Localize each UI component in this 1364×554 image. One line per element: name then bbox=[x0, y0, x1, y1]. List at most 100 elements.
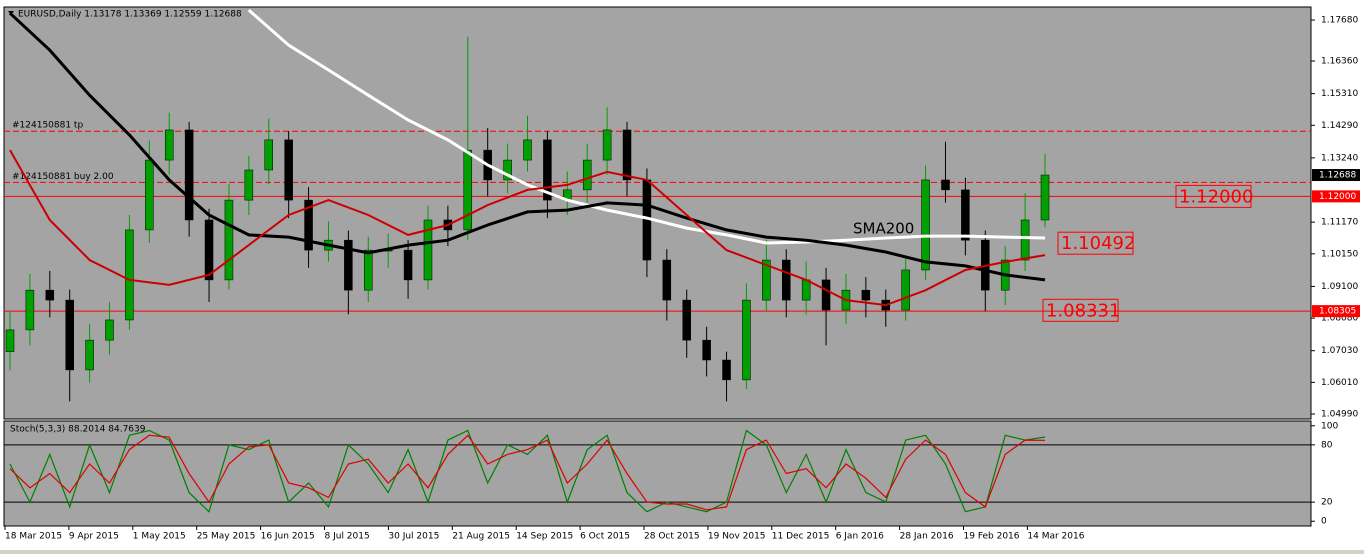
x-tick-label: 6 Jan 2016 bbox=[836, 532, 884, 542]
y-tick-label: 1.04990 bbox=[1321, 410, 1358, 420]
candle-body bbox=[602, 129, 612, 161]
candle-body bbox=[523, 139, 532, 161]
candle-body bbox=[423, 219, 433, 281]
price-label-box bbox=[1312, 190, 1360, 203]
candle-body bbox=[5, 329, 15, 352]
candle-body bbox=[503, 159, 512, 181]
candle-body bbox=[543, 139, 552, 201]
moving-average bbox=[9, 149, 1046, 307]
candle-body bbox=[164, 129, 174, 161]
price-panel bbox=[3, 6, 1312, 420]
y-tick-label: 0 bbox=[1321, 517, 1327, 527]
y-tick-label: 1.15310 bbox=[1321, 89, 1358, 99]
candle-body bbox=[901, 269, 910, 311]
price-label: 1.12000 bbox=[1319, 192, 1356, 202]
chart-title: EURUSD,Daily 1.13178 1.13369 1.12559 1.1… bbox=[18, 10, 242, 20]
y-tick-label: 1.07030 bbox=[1321, 346, 1358, 356]
candle-body bbox=[463, 149, 473, 231]
x-tick-label: 18 Mar 2015 bbox=[5, 532, 62, 542]
x-tick-label: 8 Jul 2015 bbox=[325, 532, 370, 542]
candle-body bbox=[941, 179, 950, 191]
price-label: 1.12688 bbox=[1319, 171, 1356, 181]
candle-body bbox=[821, 279, 831, 311]
x-tick-label: 14 Mar 2016 bbox=[1027, 532, 1084, 542]
candle-body bbox=[344, 239, 353, 291]
candle-body bbox=[85, 339, 94, 371]
candle-body bbox=[702, 339, 711, 361]
candle-body bbox=[762, 259, 771, 301]
candle-body bbox=[105, 319, 114, 341]
candle-body bbox=[284, 139, 293, 201]
x-tick-label: 25 May 2015 bbox=[197, 532, 256, 542]
x-tick-label: 19 Nov 2015 bbox=[708, 532, 766, 542]
candle-body bbox=[403, 249, 413, 281]
sma-label: SMA200 bbox=[853, 220, 914, 238]
candle-body bbox=[204, 219, 214, 281]
candle-body bbox=[45, 289, 55, 301]
candle-body bbox=[582, 159, 592, 191]
annotation-box bbox=[1175, 184, 1252, 208]
candle-body bbox=[184, 129, 194, 221]
candle-body bbox=[25, 289, 35, 331]
candle-body bbox=[921, 179, 930, 271]
candle-body bbox=[1020, 219, 1030, 261]
y-tick-label: 1.10150 bbox=[1321, 249, 1358, 259]
moving-average bbox=[8, 12, 1046, 282]
annotation: 1.12000 bbox=[1179, 186, 1253, 207]
candle-body bbox=[682, 299, 691, 341]
annotation-box bbox=[1057, 231, 1134, 255]
candle-body bbox=[125, 229, 134, 321]
x-tick-label: 16 Jun 2015 bbox=[261, 532, 315, 542]
y-tick-label: 80 bbox=[1321, 440, 1333, 450]
y-tick-label: 1.13240 bbox=[1321, 153, 1358, 163]
candle-body bbox=[1040, 174, 1050, 221]
x-tick-label: 30 Jul 2015 bbox=[388, 532, 439, 542]
x-tick-label: 21 Aug 2015 bbox=[452, 532, 510, 542]
x-tick-label: 11 Dec 2015 bbox=[772, 532, 830, 542]
x-tick-label: 1 May 2015 bbox=[133, 532, 186, 542]
y-tick-label: 1.17680 bbox=[1321, 16, 1358, 26]
annotation: 1.08331 bbox=[1046, 300, 1120, 321]
y-tick-label: 1.09100 bbox=[1321, 282, 1358, 292]
candle-body bbox=[961, 189, 970, 241]
y-tick-label: 1.16360 bbox=[1321, 57, 1358, 67]
stoch-panel bbox=[3, 420, 1312, 527]
y-tick-label: 1.08080 bbox=[1321, 314, 1358, 324]
candle-body bbox=[364, 249, 373, 291]
candle-body bbox=[65, 299, 74, 371]
y-tick-label: 100 bbox=[1321, 421, 1338, 431]
candle-body bbox=[742, 299, 751, 381]
candle-body bbox=[224, 199, 234, 281]
x-tick-label: 19 Feb 2016 bbox=[964, 532, 1020, 542]
y-tick-label: 1.11170 bbox=[1321, 218, 1358, 228]
price-label: 1.08305 bbox=[1319, 307, 1356, 317]
candle-body bbox=[801, 279, 811, 301]
level-label: #124150881 buy 2.00 bbox=[12, 172, 114, 182]
stoch-line bbox=[9, 434, 1046, 511]
candle-body bbox=[264, 139, 273, 171]
candle-body bbox=[244, 169, 254, 201]
x-tick-label: 9 Apr 2015 bbox=[69, 532, 119, 542]
y-tick-label: 1.06010 bbox=[1321, 378, 1358, 388]
price-label-box bbox=[1312, 169, 1360, 182]
price-label-box bbox=[1312, 305, 1360, 318]
y-tick-label: 20 bbox=[1321, 498, 1333, 508]
candle-body bbox=[145, 159, 154, 231]
stoch-title: Stoch(5,3,3) 88.2014 84.7639 bbox=[10, 425, 146, 435]
x-tick-label: 14 Sep 2015 bbox=[516, 532, 573, 542]
moving-average bbox=[247, 8, 1046, 245]
stoch-line bbox=[9, 429, 1046, 513]
candle-body bbox=[861, 289, 871, 301]
x-tick-label: 6 Oct 2015 bbox=[580, 532, 630, 542]
candle-body bbox=[662, 259, 672, 301]
candle-body bbox=[782, 259, 791, 301]
annotation: 1.10492 bbox=[1061, 233, 1135, 254]
x-tick-label: 28 Jan 2016 bbox=[900, 532, 954, 542]
x-tick-label: 28 Oct 2015 bbox=[644, 532, 700, 542]
candle-body bbox=[622, 129, 632, 181]
candle-body bbox=[304, 199, 313, 251]
y-tick-label: 1.14290 bbox=[1321, 121, 1358, 131]
level-label: #124150881 tp bbox=[12, 121, 83, 131]
annotation-box bbox=[1042, 298, 1119, 322]
